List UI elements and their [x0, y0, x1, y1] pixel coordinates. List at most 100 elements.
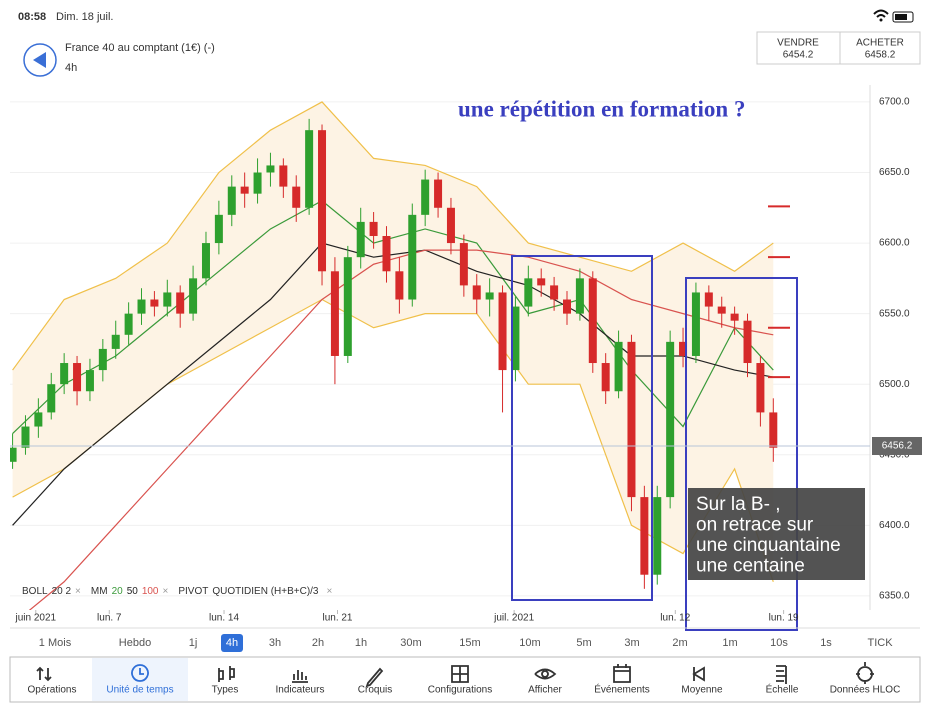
timeframe-option[interactable]: 4h: [221, 634, 243, 652]
toolbar-button[interactable]: Données HLOC: [830, 662, 901, 696]
timeframe-option[interactable]: 3h: [269, 637, 281, 649]
x-tick-label: lun. 7: [97, 613, 122, 624]
toolbar-label: Unité de temps: [106, 685, 173, 696]
candle-body: [343, 257, 352, 356]
timeframe-option[interactable]: 1m: [722, 637, 737, 649]
candle-body: [575, 278, 584, 314]
candle-body: [769, 412, 778, 448]
note-line: une centaine: [696, 556, 805, 577]
note-line: on retrace sur: [696, 515, 814, 536]
toolbar-button[interactable]: Moyenne: [681, 666, 723, 696]
candle-body: [111, 334, 120, 349]
indicator-legend: BOLL 20 2 × MM 20 50 100 × PIVOT QUOTIDIEN (H+B+C…: [22, 586, 333, 597]
candle-body: [459, 243, 468, 286]
x-tick-label: lun. 14: [209, 613, 239, 624]
toolbar-button[interactable]: Événements: [594, 664, 650, 696]
timeframe-option[interactable]: 1h: [355, 637, 367, 649]
toolbar-button[interactable]: Types: [212, 666, 239, 696]
toolbar-label: Opérations: [28, 685, 77, 696]
timeframe-label: 15m: [459, 637, 480, 649]
candle-body: [189, 278, 198, 314]
timeframe-label: 1j: [189, 637, 198, 649]
note-line: une cinquantaine: [696, 535, 841, 556]
timeframe-option[interactable]: 1s: [820, 637, 832, 649]
toolbar-icon: [776, 665, 787, 684]
timeframe-option[interactable]: 1j: [189, 637, 198, 649]
toolbar-label: Configurations: [428, 685, 492, 696]
buy-price: 6458.2: [865, 50, 896, 61]
candle-body: [60, 363, 69, 385]
back-button[interactable]: [23, 43, 57, 77]
candle-body: [47, 384, 56, 413]
highlight-box: [511, 255, 653, 601]
y-tick-label: 6500.0: [879, 379, 910, 390]
timeframe-label: 1m: [722, 637, 737, 649]
timeframe-option[interactable]: 1 Mois: [39, 637, 72, 649]
timeframe-option[interactable]: TICK: [867, 637, 893, 649]
timeframe-option[interactable]: 2m: [672, 637, 687, 649]
y-tick-label: 6400.0: [879, 520, 910, 531]
candle-body: [408, 214, 417, 300]
toolbar: Opérations Unité de temps Types Indicateurs…: [28, 658, 901, 701]
legend-item: ×: [75, 586, 81, 597]
legend-item: MM: [91, 586, 108, 597]
buy-button[interactable]: ACHETER 6458.2: [839, 31, 921, 65]
toolbar-icon: [613, 664, 631, 683]
x-tick-label: juin 2021: [14, 613, 56, 624]
timeframe-option[interactable]: 3m: [624, 637, 639, 649]
candle-body: [330, 271, 339, 356]
candle-body: [98, 348, 107, 371]
sell-button[interactable]: VENDRE 6454.2: [756, 31, 841, 65]
toolbar-icon: [131, 664, 149, 682]
candle-body: [614, 341, 623, 392]
note-box: [688, 488, 865, 580]
timeframe-option[interactable]: 5m: [576, 637, 591, 649]
legend-item: 20 2: [52, 586, 72, 597]
timeframe-option[interactable]: 15m: [459, 637, 480, 649]
candle-body: [34, 412, 43, 427]
y-tick-label: 6350.0: [879, 591, 910, 602]
current-price-label: 6456.2: [882, 441, 913, 452]
toolbar-button[interactable]: Opérations: [28, 666, 77, 696]
toolbar-icon: [292, 670, 308, 683]
y-tick-label: 6650.0: [879, 167, 910, 178]
toolbar-button[interactable]: Croquis: [358, 667, 392, 696]
toolbar-button[interactable]: Configurations: [428, 665, 492, 696]
legend-item: ×: [327, 586, 333, 597]
toolbar-button[interactable]: Unité de temps: [92, 658, 188, 701]
toolbar-label: Afficher: [528, 685, 562, 696]
y-tick-label: 6700.0: [879, 97, 910, 108]
toolbar-icon: [451, 665, 469, 683]
timeframe-option[interactable]: 2h: [312, 637, 324, 649]
toolbar-label: Croquis: [358, 685, 392, 696]
toolbar-button[interactable]: Échelle: [766, 665, 799, 696]
toolbar-icon: [365, 667, 384, 688]
timeframe-option[interactable]: 10s: [770, 637, 788, 649]
candle-body: [498, 292, 507, 371]
timeframe-label: 10s: [770, 637, 788, 649]
candle-body: [240, 186, 249, 194]
timeframe-option[interactable]: Hebdo: [119, 637, 151, 649]
timeframe-label: 2m: [672, 637, 687, 649]
header-timeframe: 4h: [65, 62, 77, 74]
toolbar-label: Indicateurs: [276, 685, 325, 696]
candle-body: [756, 363, 765, 413]
toolbar-button[interactable]: Indicateurs: [276, 670, 325, 696]
status-time: 08:58: [18, 11, 46, 23]
toolbar-label: Données HLOC: [830, 685, 901, 696]
timeframe-option[interactable]: 10m: [519, 637, 540, 649]
legend-item: 20: [112, 586, 124, 597]
candle-body: [524, 278, 533, 307]
candle-body: [730, 313, 739, 321]
candle-body: [653, 497, 662, 575]
candle-body: [369, 221, 378, 237]
bollinger-upper: [12, 101, 774, 371]
toolbar-button[interactable]: Afficher: [528, 668, 563, 696]
candle-body: [305, 130, 314, 208]
candle-body: [201, 243, 210, 279]
timeframe-label: 1s: [820, 637, 832, 649]
candle-body: [563, 299, 572, 314]
candle-body: [253, 172, 262, 194]
timeframe-label: TICK: [867, 637, 893, 649]
timeframe-option[interactable]: 30m: [400, 637, 421, 649]
